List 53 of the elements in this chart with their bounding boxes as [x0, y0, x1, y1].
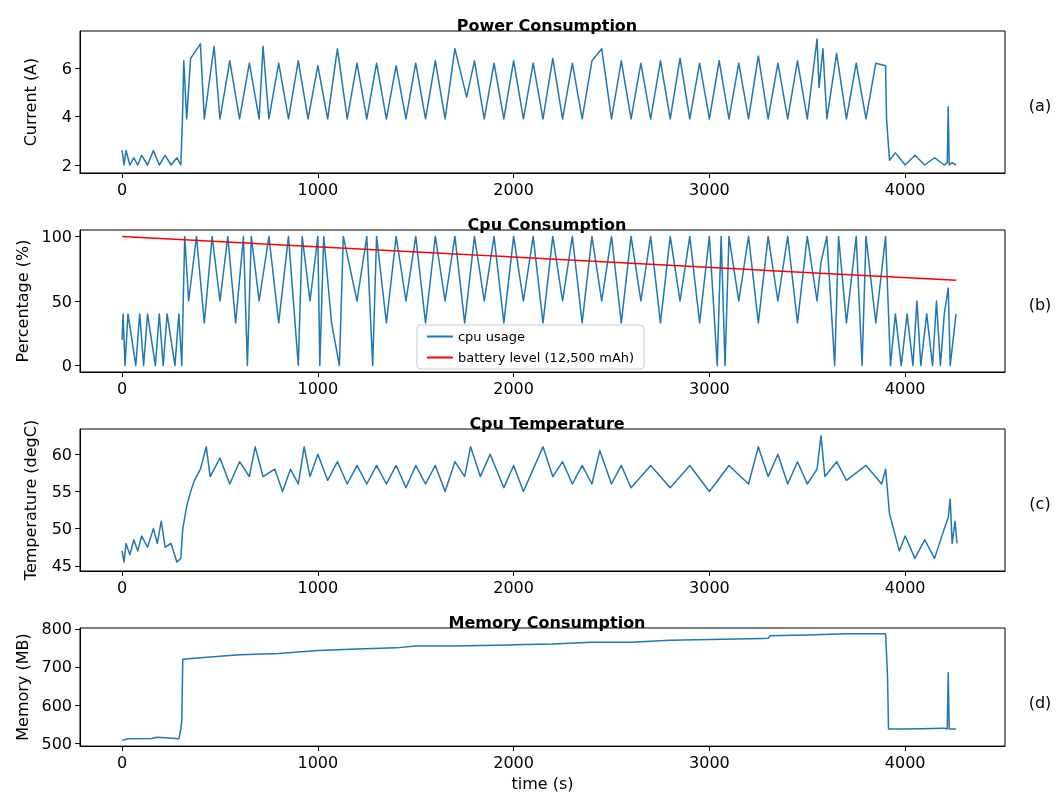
chart-title: Cpu Temperature	[469, 413, 625, 433]
text: (a)	[1028, 95, 1052, 115]
x-tick-label: 2000	[493, 752, 534, 772]
y-tick-label: 60	[51, 444, 72, 464]
x-tick-label: 4000	[884, 179, 926, 199]
x-tick-label: 2000	[493, 179, 534, 199]
chart-title: Cpu Consumption	[467, 214, 627, 234]
y-axis-title: Percentage (%)	[13, 239, 33, 363]
y-tick-label: 100	[41, 226, 72, 246]
x-tick-label: 0	[117, 752, 128, 772]
x-tick-label: 4000	[884, 577, 926, 597]
y-tick-label: 0	[61, 356, 72, 376]
x-tick-label: 4000	[884, 378, 926, 398]
y-tick-label: 50	[51, 519, 72, 539]
chart-title: Power Consumption	[456, 15, 638, 35]
x-tick-label: 1000	[297, 179, 339, 199]
x-tick-label: 2000	[493, 378, 534, 398]
x-tick-label: 0	[117, 577, 128, 597]
x-tick-label: 3000	[689, 577, 730, 597]
y-axis-title: Current (A)	[20, 57, 40, 147]
x-tick-label: 1000	[297, 577, 339, 597]
line-series	[121, 434, 958, 563]
x-tick-label: 2000	[493, 577, 534, 597]
y-tick-label: 800	[41, 619, 72, 639]
y-tick-label: 4	[61, 107, 72, 127]
legend-label: cpu usage	[457, 329, 525, 344]
legend-label: battery level (12,500 mAh)	[457, 350, 635, 365]
y-axis-title: Memory (MB)	[13, 633, 33, 741]
x-tick-label: 3000	[689, 378, 730, 398]
x-tick-label: 3000	[689, 752, 730, 772]
y-tick-label: 500	[41, 733, 72, 753]
y-tick-label: 700	[41, 657, 72, 677]
y-tick-label: 45	[51, 556, 72, 576]
x-axis-title: time (s)	[511, 773, 574, 793]
x-tick-label: 1000	[297, 752, 339, 772]
line-series	[121, 632, 957, 742]
y-tick-label: 6	[61, 58, 72, 78]
text: (c)	[1029, 493, 1051, 513]
chart-title: Memory Consumption	[448, 612, 646, 632]
x-tick-label: 3000	[689, 179, 730, 199]
y-axis-title: Temperature (degC)	[20, 419, 40, 582]
x-tick-label: 4000	[884, 752, 926, 772]
text: (b)	[1028, 294, 1052, 314]
line-series	[121, 235, 957, 367]
y-tick-label: 600	[41, 695, 72, 715]
x-tick-label: 0	[117, 378, 128, 398]
y-tick-label: 2	[61, 155, 72, 175]
line-series	[121, 38, 957, 166]
y-tick-label: 55	[51, 481, 72, 501]
text: (d)	[1028, 692, 1052, 712]
x-tick-label: 0	[117, 179, 128, 199]
x-tick-label: 1000	[297, 378, 339, 398]
y-tick-label: 50	[51, 291, 72, 311]
